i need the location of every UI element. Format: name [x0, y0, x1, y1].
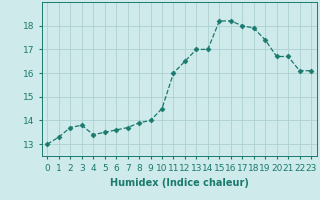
X-axis label: Humidex (Indice chaleur): Humidex (Indice chaleur) [110, 178, 249, 188]
